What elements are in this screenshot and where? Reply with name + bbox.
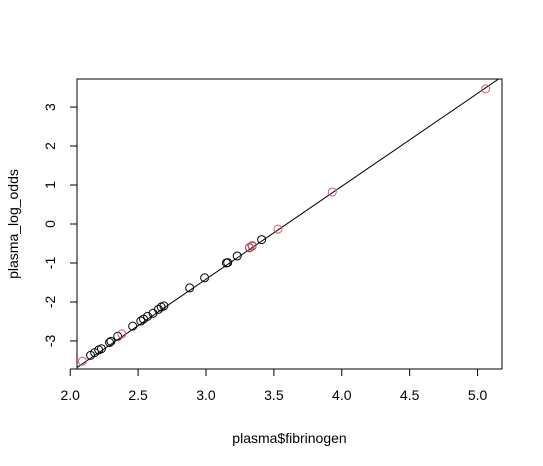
x-axis-title: plasma$fibrinogen xyxy=(232,430,346,446)
y-tick-label: 2 xyxy=(42,142,58,150)
x-tick-label: 2.0 xyxy=(60,387,80,403)
x-tick-label: 4.0 xyxy=(332,387,352,403)
data-point-black xyxy=(257,235,267,245)
data-point-black xyxy=(128,321,138,331)
data-point-black xyxy=(136,316,146,326)
x-tick-label: 4.5 xyxy=(400,387,420,403)
y-tick-label: 3 xyxy=(42,103,58,111)
y-tick-label: -2 xyxy=(42,296,58,309)
data-point-red xyxy=(481,84,491,94)
y-tick-label: 1 xyxy=(42,181,58,189)
data-point-black xyxy=(200,273,210,283)
y-axis-title: plasma_log_odds xyxy=(5,169,21,279)
y-tick-label: -3 xyxy=(42,334,58,347)
data-point-red xyxy=(327,187,337,197)
points-layer xyxy=(77,84,491,366)
y-tick-label: 0 xyxy=(42,220,58,228)
data-point-red xyxy=(244,242,254,252)
data-point-red xyxy=(117,329,127,339)
fit-line xyxy=(77,79,500,369)
data-point-black xyxy=(159,301,169,311)
data-point-red xyxy=(77,356,87,366)
data-point-red xyxy=(273,224,283,234)
x-tick-label: 5.0 xyxy=(468,387,488,403)
data-point-black xyxy=(105,337,115,347)
x-tick-label: 3.0 xyxy=(196,387,216,403)
x-tick-label: 2.5 xyxy=(128,387,148,403)
data-point-black xyxy=(232,251,242,261)
data-point-black xyxy=(106,336,116,346)
y-axis: -3 -2 -1 0 1 2 3 xyxy=(42,103,78,347)
data-point-black xyxy=(143,311,153,321)
data-point-black xyxy=(185,283,195,293)
fit-line-layer xyxy=(77,79,500,369)
data-point-red xyxy=(247,240,257,250)
x-axis: 2.0 2.5 3.0 3.5 4.0 4.5 5.0 xyxy=(60,368,488,403)
data-point-black xyxy=(96,344,106,354)
y-tick-label: -1 xyxy=(42,257,58,270)
x-tick-label: 3.5 xyxy=(264,387,284,403)
data-point-black xyxy=(223,258,233,268)
